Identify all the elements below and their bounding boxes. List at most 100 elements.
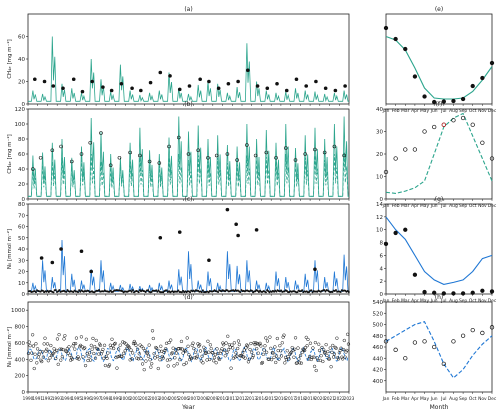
panel-d-point (212, 355, 217, 360)
panel-d-point (250, 355, 255, 360)
panel-d-point (255, 347, 259, 351)
panel-d-point (149, 365, 153, 369)
panel-d-point (269, 357, 274, 362)
panel-d-point (60, 355, 65, 359)
panel-d-point (276, 348, 280, 353)
panel-b-label: (b) (184, 101, 193, 108)
panel-d-point (319, 354, 323, 358)
panel-h-xtick-label: Mar (401, 396, 409, 402)
panel-h-point (412, 340, 418, 345)
panel-d-point (51, 351, 55, 355)
panel-c-baseline-point (201, 289, 204, 292)
panel-a-ylabel: CH₄ₑ [mg m⁻²] (6, 39, 13, 79)
panel-d-point (189, 356, 194, 361)
panel-d-point (167, 340, 171, 345)
panel-d-point (289, 350, 294, 354)
panel-f-point (412, 147, 418, 152)
panel-a-point (139, 88, 143, 93)
panel-d-point (145, 351, 150, 355)
panel-d-point (216, 351, 220, 356)
panel-d-point (162, 350, 166, 355)
panel-g-point (393, 230, 398, 236)
panel-d-ytick-label: 400 (15, 357, 26, 363)
panel-b-point (235, 158, 239, 162)
panel-d-point (103, 363, 108, 368)
panel-e-xtick-label: Oct (469, 108, 477, 114)
panel-d-point (96, 347, 100, 352)
panel-c-baseline-point (72, 290, 75, 293)
panel-d-point (336, 357, 341, 361)
panel-d-point (298, 361, 302, 365)
panel-e-point (383, 25, 389, 31)
panel-d-point (54, 356, 58, 361)
panel-b-point (186, 152, 191, 156)
panel-d-point (27, 340, 31, 344)
panel-d-point (58, 347, 62, 351)
panel-d-point (327, 357, 332, 361)
panel-d-point (144, 359, 148, 363)
panel-h-point (441, 361, 446, 367)
panel-c-baseline-point (301, 289, 304, 292)
panel-h-xtick-label: Dec (488, 396, 497, 402)
panel-a-point (168, 74, 172, 78)
panel-c-baseline-point (109, 289, 112, 292)
panel-g-point (489, 289, 495, 294)
panel-d-point (118, 343, 122, 347)
panel-d-point (302, 348, 307, 353)
panel-d-point (245, 343, 249, 347)
panel-b-point (157, 161, 162, 165)
panel-b-ytick-label: 120 (15, 107, 26, 113)
panel-d-point (326, 349, 330, 354)
panel-d-point (128, 358, 132, 362)
panel-c-point (313, 267, 317, 272)
panel-d-point (306, 337, 310, 342)
panel-c-baseline-point (324, 290, 327, 293)
panel-d-point (324, 343, 328, 347)
panel-d-point (147, 343, 151, 347)
panel-h-point (470, 327, 475, 333)
panel-d-point (302, 348, 306, 352)
panel-b-point (293, 158, 298, 162)
panel-d-point (56, 362, 60, 367)
panel-c-baseline-point (52, 291, 55, 294)
panel-d-point (155, 354, 160, 359)
panel-b-point (147, 159, 152, 164)
panel-c-baseline-point (79, 290, 82, 293)
panel-d-point (65, 347, 69, 351)
panel-d-xtick-label: 2001 (130, 396, 141, 401)
panel-d-point (163, 348, 167, 353)
panel-d-point (244, 346, 248, 350)
panel-d-point (74, 336, 79, 340)
panel-g-point (412, 272, 418, 277)
panel-f-xtick-label: Apr (411, 203, 419, 209)
panel-d-point (185, 336, 189, 340)
panel-a-point (187, 84, 192, 88)
panel-d-point (45, 342, 50, 346)
panel-d-point (317, 342, 321, 346)
panel-e-xtick-label: Apr (411, 108, 419, 114)
panel-a-point (246, 68, 250, 73)
panel-c-frame (27, 203, 350, 295)
panel-d-xtick-label: 2006 (178, 396, 189, 401)
panel-d-point (236, 346, 240, 351)
panel-e-xtick-label: Sep (459, 108, 467, 114)
panel-b-series-line-0 (28, 116, 349, 197)
panel-a-point (177, 87, 182, 92)
panel-d-xtick-label: 1994 (62, 396, 73, 401)
panel-d-point (240, 354, 244, 358)
panel-d-point (136, 357, 141, 361)
panel-h-ytick-label: 420 (373, 368, 384, 374)
panel-a-point (294, 77, 299, 82)
panel-d-point (157, 349, 161, 353)
panel-d-point (252, 341, 256, 345)
panel-h-point (480, 330, 485, 336)
panel-d-point (146, 354, 151, 358)
panel-c-baseline-point (296, 291, 299, 294)
panel-d-point (159, 344, 163, 348)
panel-g-xtick-label: Dec (488, 298, 497, 304)
panel-b-series-line-1 (28, 152, 349, 197)
panel-b-ytick-label: 20 (18, 182, 25, 188)
panel-a-series-line-0 (28, 36, 349, 103)
panel-d-point (30, 351, 34, 355)
panel-d-point (240, 351, 245, 355)
